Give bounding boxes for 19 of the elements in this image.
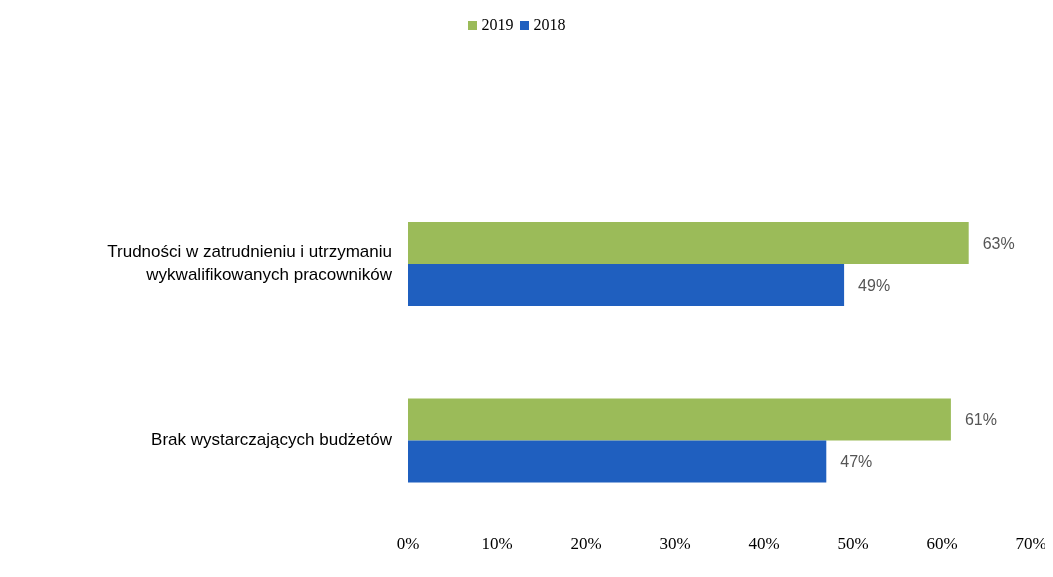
- x-tick-label: 10%: [481, 534, 513, 554]
- bar: [408, 264, 845, 306]
- bar: [408, 222, 969, 264]
- data-label: 47%: [840, 453, 873, 471]
- x-tick-label: 50%: [837, 534, 869, 554]
- bar: [408, 440, 827, 483]
- bar: [408, 398, 951, 441]
- legend-label: 2018: [532, 16, 566, 33]
- data-label: 49%: [858, 276, 891, 294]
- x-tick-label: 30%: [659, 534, 691, 554]
- data-label: 61%: [964, 411, 997, 429]
- data-label: 63%: [982, 234, 1015, 252]
- x-tick-label: 60%: [926, 534, 958, 554]
- y-tick-label: Trudności w zatrudnieniu i utrzymaniu wykwalifikowanych pracowników: [107, 242, 393, 285]
- y-tick-label: Brak wystarczających budżetów: [151, 430, 393, 450]
- x-tick-label: 20%: [570, 534, 602, 554]
- legend-label: 2019: [480, 16, 514, 33]
- x-tick-label: 0%: [396, 534, 420, 554]
- x-tick-label: 40%: [748, 534, 780, 554]
